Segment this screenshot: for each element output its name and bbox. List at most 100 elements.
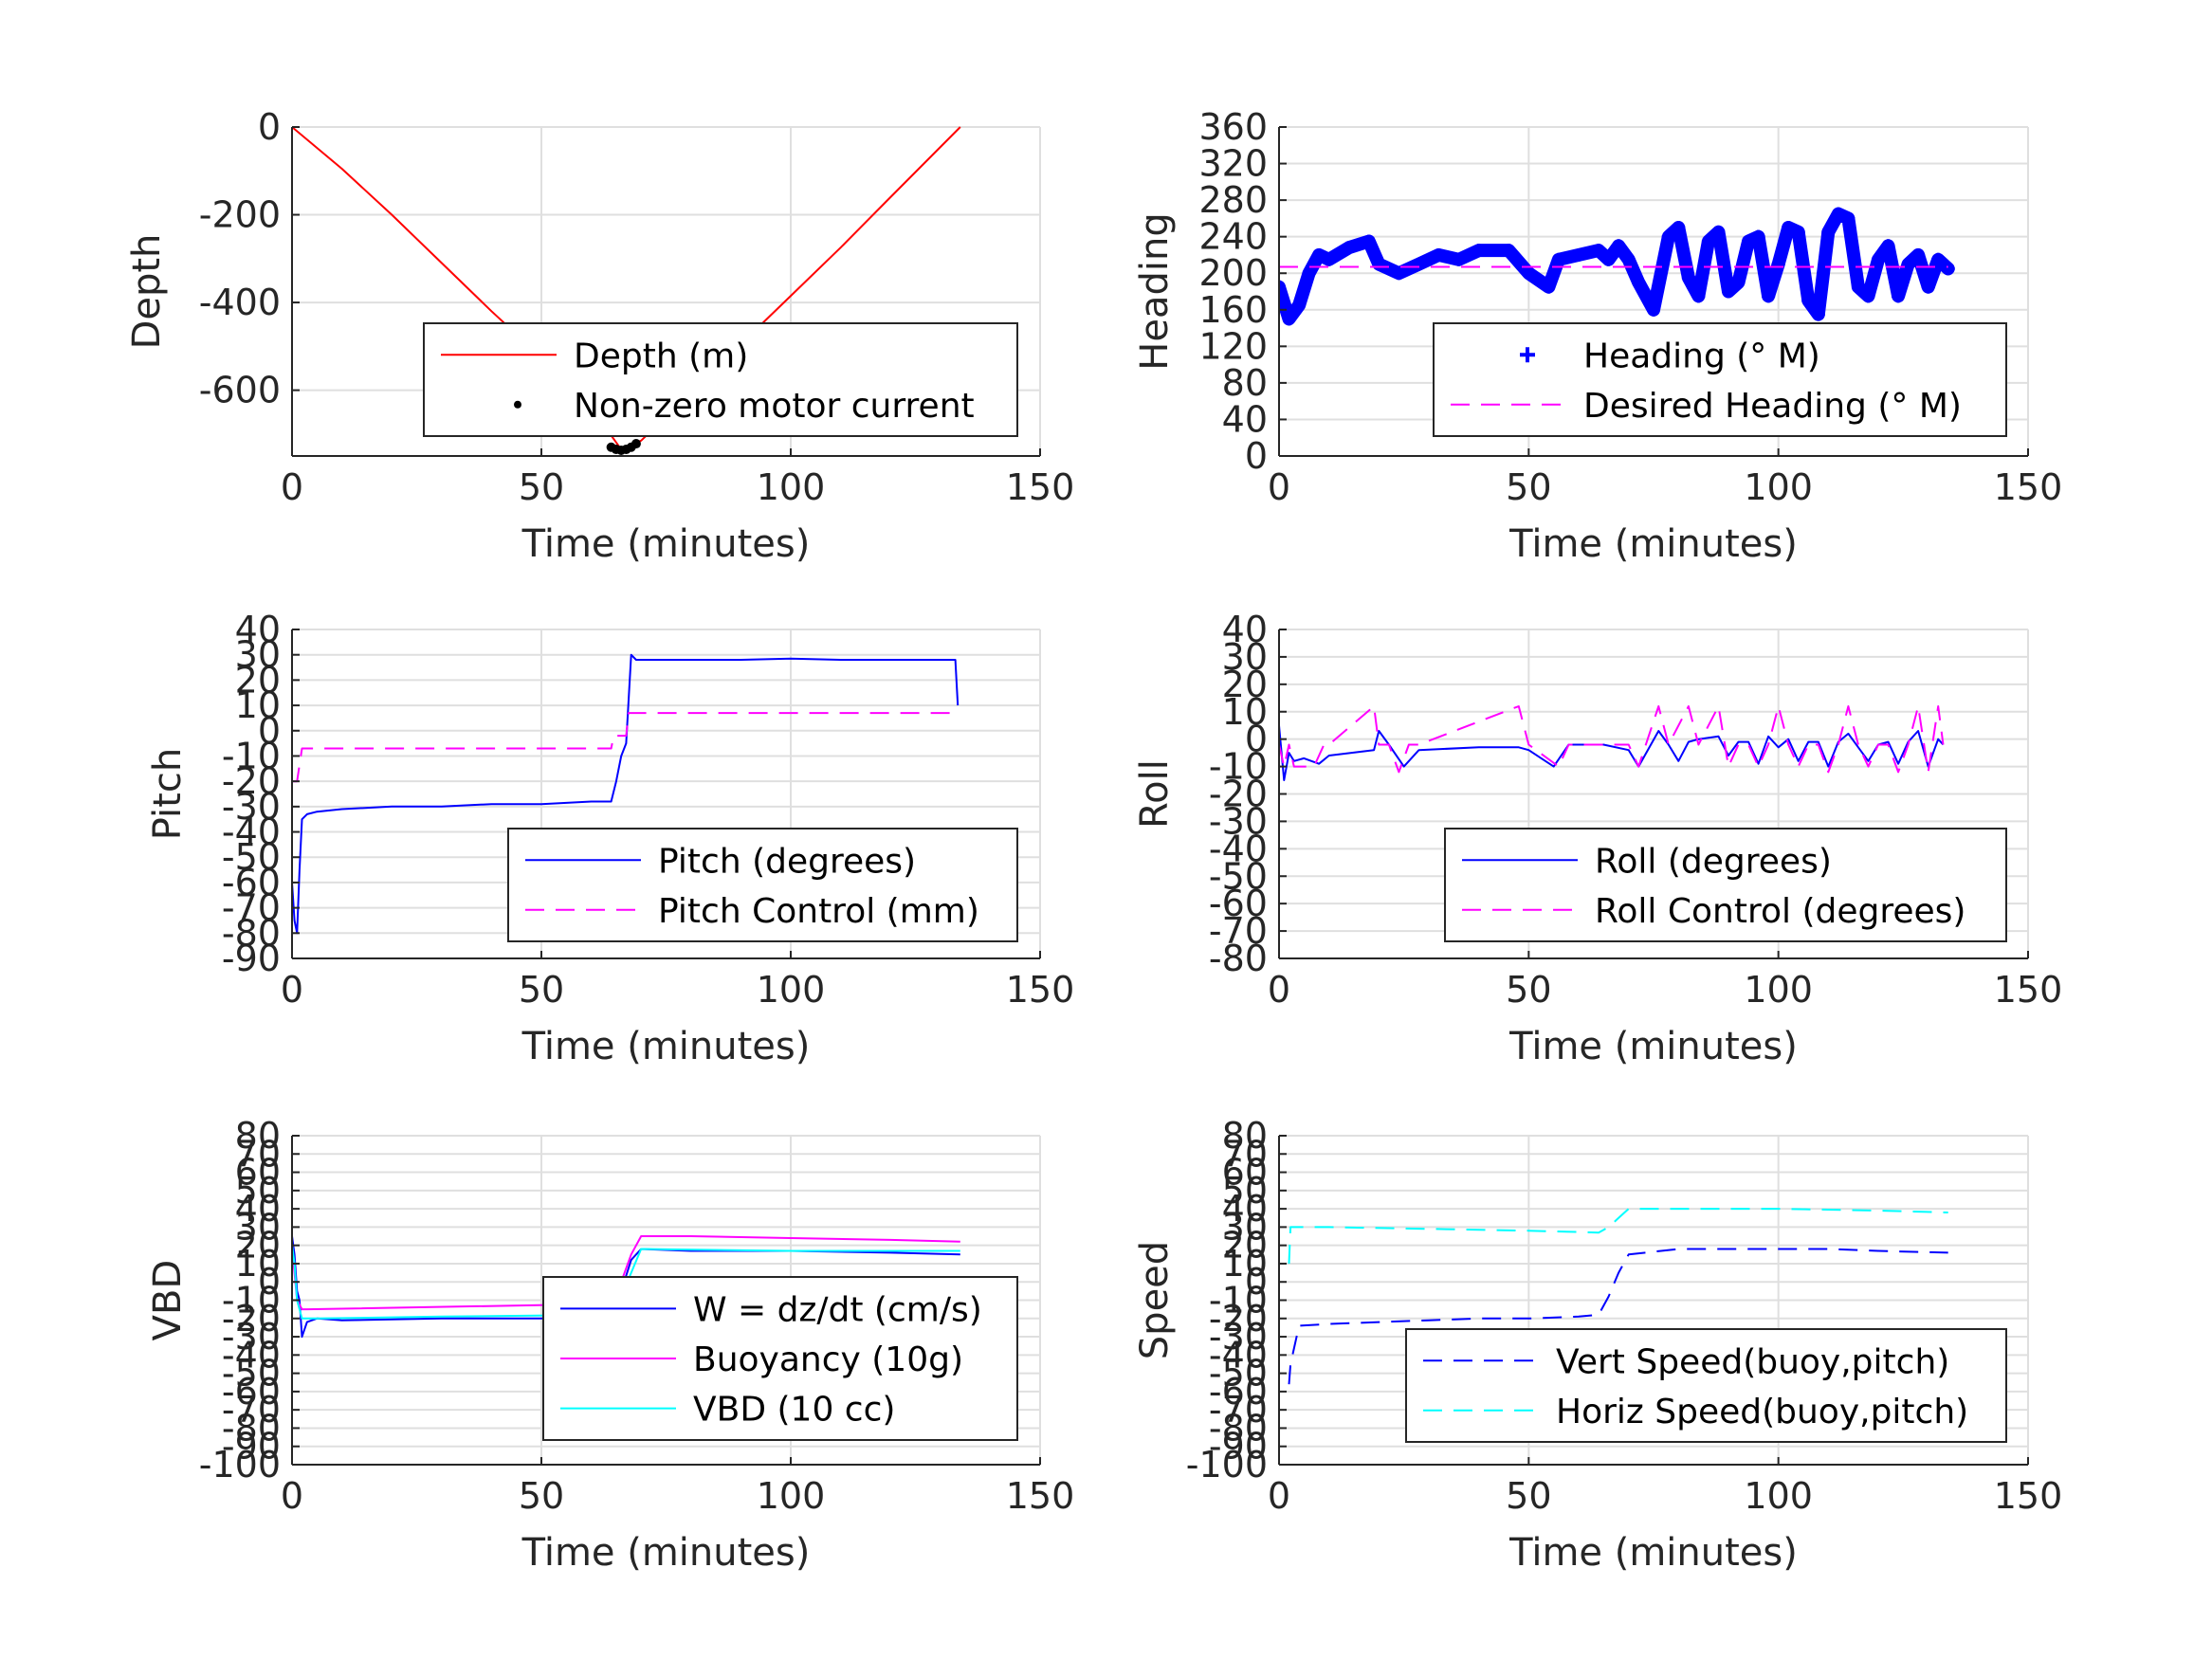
y-tick-label: -600 <box>199 370 281 411</box>
series-0-point <box>1901 257 1915 271</box>
series-0-point <box>1941 262 1955 276</box>
series-0-point <box>1502 244 1516 258</box>
y-tick-label: -400 <box>199 282 281 323</box>
y-tick-label: -50 <box>1209 855 1268 897</box>
y-tick-label: -50 <box>222 1353 281 1395</box>
series-0-point <box>1292 298 1307 312</box>
x-tick-label: 0 <box>1268 466 1290 508</box>
chart-panel-2: 0 50 100 150403020100-10-20-30-40-50-60-70-… <box>146 609 1074 1068</box>
y-tick-label: 10 <box>235 684 281 726</box>
series-0-point <box>1681 271 1695 285</box>
series-0-point <box>1302 266 1316 281</box>
x-tick-label: 50 <box>519 466 564 508</box>
series-group <box>1279 207 1955 326</box>
series-0-point <box>1841 211 1856 226</box>
y-tick-label: 80 <box>1222 362 1268 404</box>
y-tick-label: 320 <box>1198 143 1268 185</box>
y-tick-label: 0 <box>1245 1261 1268 1303</box>
y-tick-label: -80 <box>1209 1407 1268 1449</box>
y-tick-label: 10 <box>1222 691 1268 733</box>
series-0-point <box>1672 221 1686 235</box>
series-1-point <box>631 439 641 449</box>
y-tick-label: 10 <box>1222 1243 1268 1285</box>
legend-label: Desired Heading (° M) <box>1583 387 1962 426</box>
x-tick-label: 100 <box>1744 1475 1813 1517</box>
y-tick-label: 240 <box>1198 216 1268 258</box>
y-tick-label: -100 <box>1186 1444 1268 1486</box>
series-0-line <box>1279 725 1945 781</box>
legend: Vert Speed(buoy,pitch) Horiz Speed(buoy,p… <box>1405 1328 2007 1443</box>
series-0-point <box>1551 252 1565 266</box>
legend-marker <box>1520 347 1535 363</box>
series-0-point <box>1647 302 1660 317</box>
series-0-point <box>1881 239 1895 253</box>
y-axis-label: Speed <box>1133 1241 1177 1359</box>
legend-box <box>507 828 1018 942</box>
y-tick-label: 0 <box>258 1261 281 1303</box>
series-0-point <box>1621 252 1636 266</box>
series-0-point <box>1892 289 1906 303</box>
y-tick-label: -30 <box>222 786 281 828</box>
y-tick-label: -70 <box>1209 910 1268 952</box>
x-tick-label: 100 <box>1744 969 1813 1011</box>
y-tick-label: -60 <box>222 862 281 903</box>
x-tick-label: 150 <box>1006 969 1075 1011</box>
legend-marker <box>514 400 521 409</box>
series-0-point <box>1811 307 1825 321</box>
series-0-point <box>1432 247 1446 262</box>
series-0-point <box>1522 266 1536 281</box>
y-tick-label: -40 <box>1209 828 1268 869</box>
series-0-point <box>1911 247 1926 262</box>
legend-box <box>1433 322 2007 437</box>
x-tick-label: 150 <box>1994 969 2063 1011</box>
series-0-point <box>1751 229 1765 244</box>
series-0-line <box>1279 207 1955 326</box>
y-tick-label: 40 <box>1222 398 1268 440</box>
y-tick-label: -60 <box>222 1371 281 1413</box>
y-tick-label: 30 <box>235 1206 281 1248</box>
y-tick-label: 40 <box>235 1188 281 1230</box>
x-axis-label: Time (minutes) <box>1508 1531 1798 1575</box>
legend-label: Non-zero motor current <box>574 387 975 426</box>
series-0-point <box>1452 252 1466 266</box>
series-0-point <box>1661 229 1675 244</box>
series-0-point <box>1691 289 1706 303</box>
legend-label: VBD (10 cc) <box>693 1391 895 1430</box>
y-tick-label: 20 <box>235 659 281 701</box>
y-tick-label: 10 <box>235 1243 281 1285</box>
x-tick-label: 100 <box>757 1475 826 1517</box>
y-tick-label: -90 <box>222 938 281 979</box>
legend-label: Buoyancy (10g) <box>693 1340 963 1379</box>
y-tick-label: -80 <box>222 912 281 954</box>
series-group <box>1288 1208 1948 1385</box>
series-1-line <box>292 712 960 783</box>
y-tick-label: -10 <box>222 1280 281 1322</box>
series-0-point <box>1632 275 1646 289</box>
legend-label: Roll (degrees) <box>1595 842 1832 881</box>
y-tick-label: 50 <box>1222 1170 1268 1212</box>
series-0-point <box>1711 225 1726 239</box>
legend: Roll (degrees) Roll Control (degrees) <box>1444 828 2007 942</box>
y-tick-label: 80 <box>1222 1115 1268 1157</box>
series-group <box>292 126 961 455</box>
y-tick-label: -90 <box>1209 1426 1268 1468</box>
series-0-point <box>1592 244 1606 258</box>
x-tick-label: 50 <box>1506 1475 1551 1517</box>
series-0-point <box>1742 234 1756 248</box>
legend-label: Horiz Speed(buoy,pitch) <box>1556 1393 1968 1431</box>
legend: W = dz/dt (cm/s) Buoyancy (10g) VBD (10 cc… <box>542 1276 1018 1441</box>
y-tick-label: 0 <box>258 106 281 148</box>
y-tick-label: 40 <box>235 609 281 650</box>
y-tick-label: 50 <box>235 1170 281 1212</box>
series-0-point <box>1791 225 1805 239</box>
chart-panel-3: 0 50 100 150403020100-10-20-30-40-50-60-70-… <box>1133 609 2062 1068</box>
series-0-point <box>1372 257 1386 271</box>
legend: Pitch (degrees) Pitch Control (mm) <box>507 828 1018 942</box>
series-0-point <box>1872 252 1885 266</box>
x-axis-label: Time (minutes) <box>521 522 811 566</box>
chart-panel-4: 0 50 100 15080706050403020100-10-20-30-40-5… <box>146 1115 1074 1575</box>
series-0-line <box>1288 1248 1948 1385</box>
series-0-point <box>1601 252 1616 266</box>
